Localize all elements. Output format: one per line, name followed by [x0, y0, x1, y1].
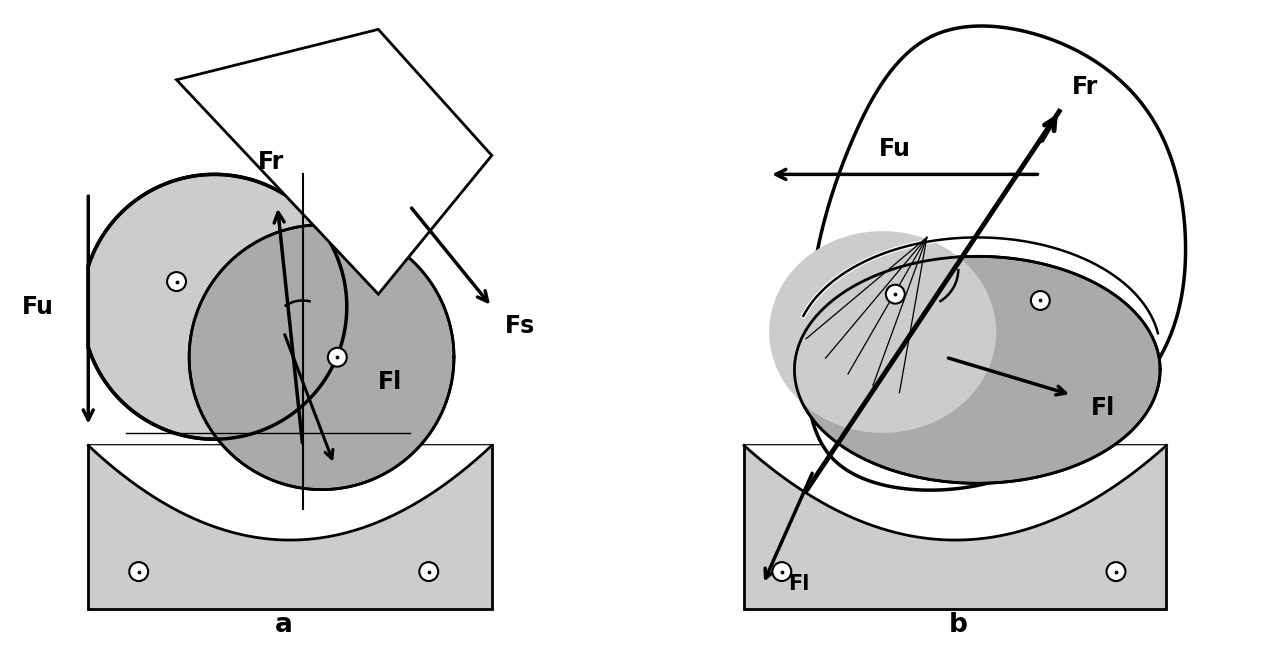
Text: a: a [275, 612, 293, 638]
Polygon shape [88, 446, 492, 610]
Text: Fl: Fl [1091, 396, 1115, 420]
Text: Fu: Fu [21, 295, 54, 319]
Circle shape [328, 348, 347, 367]
Circle shape [772, 562, 792, 581]
Circle shape [1031, 291, 1049, 310]
Polygon shape [794, 256, 1160, 483]
Text: Fl: Fl [788, 574, 810, 594]
Text: Fr: Fr [259, 150, 284, 175]
Circle shape [419, 562, 439, 581]
Text: Fr: Fr [1072, 75, 1098, 99]
Circle shape [166, 272, 187, 291]
Polygon shape [88, 175, 347, 439]
Circle shape [129, 562, 149, 581]
Circle shape [1107, 562, 1126, 581]
Polygon shape [769, 231, 996, 433]
Polygon shape [177, 29, 492, 294]
Polygon shape [189, 225, 454, 489]
Text: Fl: Fl [378, 371, 402, 394]
Polygon shape [744, 446, 1166, 610]
Circle shape [885, 285, 904, 303]
Text: Fu: Fu [879, 137, 912, 161]
Polygon shape [806, 26, 1185, 490]
Text: b: b [950, 612, 967, 638]
Text: Fs: Fs [504, 313, 535, 338]
